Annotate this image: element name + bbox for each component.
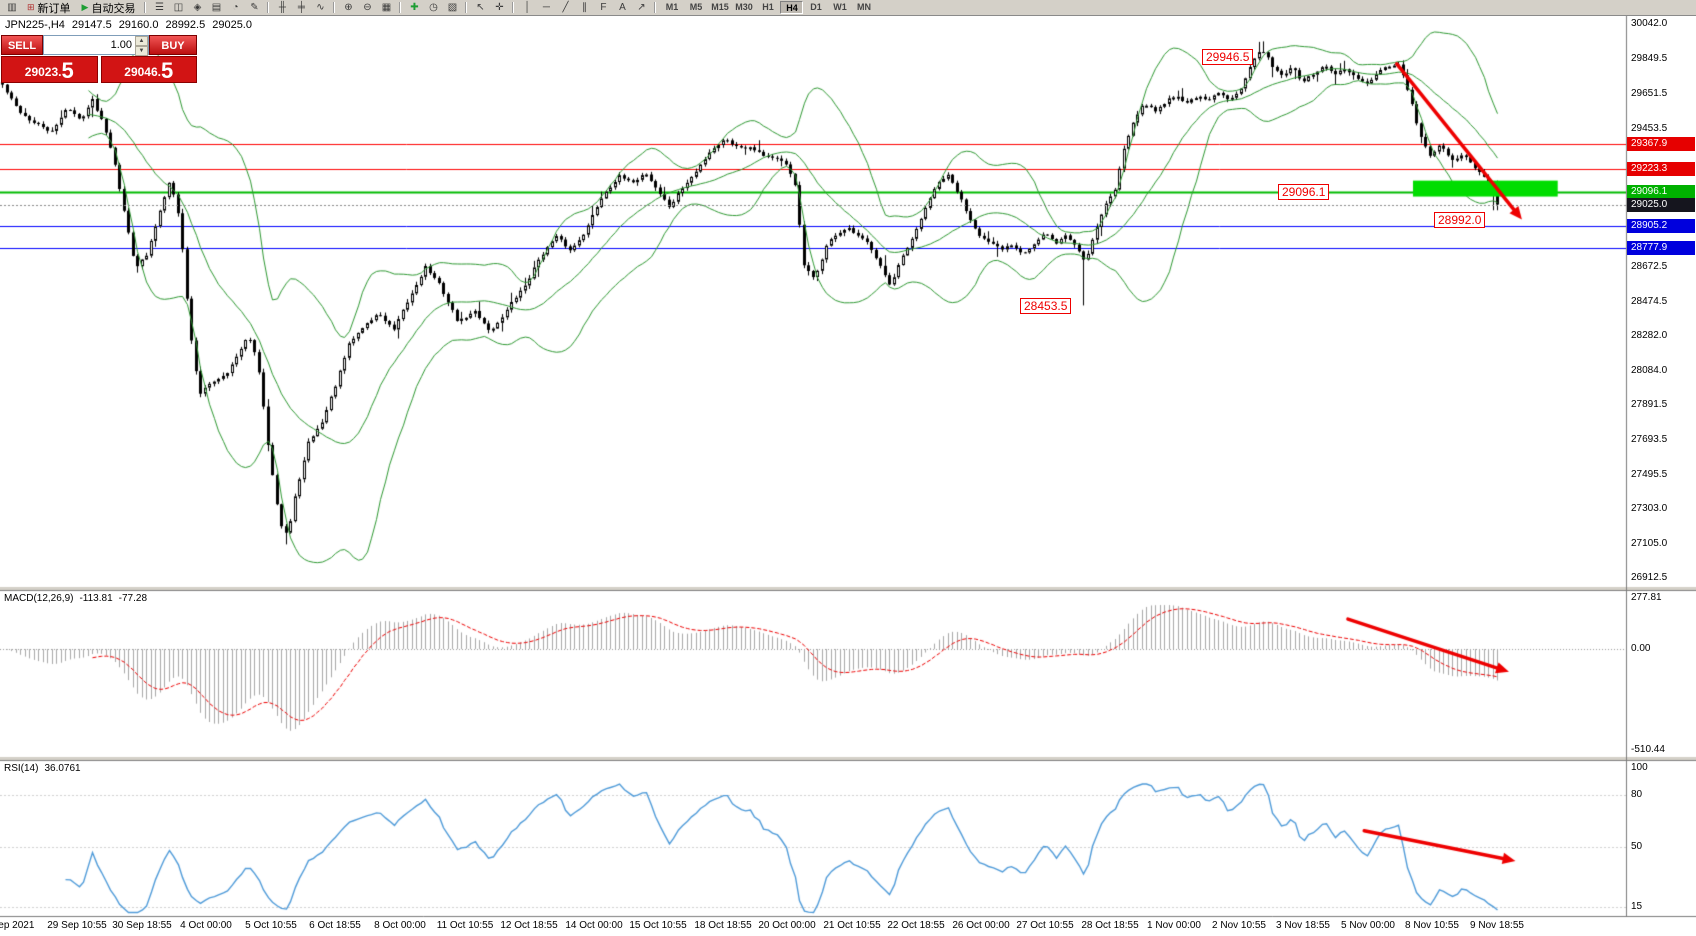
timeframe-w1[interactable]: W1 <box>833 2 847 12</box>
candlestick-chart-icon[interactable]: ╪ <box>297 2 306 13</box>
bar-chart-icon[interactable]: ╫ <box>278 2 287 13</box>
bid-price-box[interactable]: 29023. 5 <box>1 56 98 83</box>
arrows-tool-icon[interactable]: ↗ <box>637 2 646 13</box>
toolbar-separator <box>654 2 657 13</box>
toolbar-separator <box>399 2 402 13</box>
autotrade-button-label: 自动交易 <box>91 2 136 15</box>
volume-down-icon[interactable]: ▼ <box>135 46 148 56</box>
text-tool-icon[interactable]: A <box>619 2 626 13</box>
open-value: 29147.5 <box>71 19 112 31</box>
chart-ohlc-header: JPN225-,H4 29147.5 29160.0 28992.5 29025… <box>5 19 252 31</box>
horizontal-line-icon[interactable]: ─ <box>542 2 551 13</box>
autotrade-button[interactable]: ▶ 自动交易 <box>77 1 141 15</box>
rsi-value: 36.0761 <box>44 763 81 774</box>
toolbar-separator <box>267 2 270 13</box>
macd-signal-value: -77.28 <box>118 593 148 604</box>
macd-indicator-header: MACD(12,26,9) -113.81 -77.28 <box>4 593 147 604</box>
tile-windows-icon[interactable]: ▦ <box>381 2 392 13</box>
chart-region: JPN225-,H4 29147.5 29160.0 28992.5 29025… <box>0 16 1696 936</box>
rsi-name: RSI(14) <box>4 763 39 774</box>
volume-up-icon[interactable]: ▲ <box>135 36 148 46</box>
toolbar-separator <box>465 2 468 13</box>
fibonacci-icon[interactable]: F <box>600 2 607 13</box>
bid-price-big-digit: 5 <box>61 58 74 83</box>
symbol-timeframe-label: JPN225-,H4 <box>5 19 65 31</box>
strategy-tester-icon[interactable]: ◔ <box>232 2 239 13</box>
timeframe-mn[interactable]: MN <box>856 2 871 12</box>
timeframe-d1[interactable]: D1 <box>810 2 822 12</box>
new-order-icon: ⊞ <box>27 2 35 12</box>
new-order-button[interactable]: ⊞ 新订单 <box>22 1 76 15</box>
autotrade-icon: ▶ <box>81 2 89 12</box>
timeframe-h4[interactable]: H4 <box>780 1 804 14</box>
zoom-out-icon[interactable]: ⊖ <box>363 2 372 13</box>
ask-price-main: 29046. <box>124 65 161 79</box>
ask-price-box[interactable]: 29046. 5 <box>100 56 197 83</box>
low-value: 28992.5 <box>165 19 206 31</box>
timeframe-m1[interactable]: M1 <box>665 2 679 12</box>
equidistant-channel-icon[interactable]: ∥ <box>581 2 587 13</box>
new-chart-icon[interactable]: ▥ <box>7 2 17 13</box>
ask-price-big-digit: 5 <box>160 58 174 83</box>
chart-canvas[interactable] <box>0 16 1696 936</box>
timeframe-m15[interactable]: M15 <box>711 2 729 12</box>
main-toolbar: ▥ ⊞ 新订单 ▶ 自动交易 ☰ ◫ ◈ ▤ ◔ ✎ ╫ ╪ ∿ ⊕ ⊖ ▦ ✚ ◷ ▧ ↖ ✛ │ ─ ╱ ∥ F A ↗ M1 M5 M1… <box>0 0 1696 16</box>
metaeditor-icon[interactable]: ✎ <box>250 2 259 13</box>
indicators-add-icon[interactable]: ✚ <box>410 2 419 13</box>
terminal-icon[interactable]: ▤ <box>211 2 222 13</box>
periods-icon[interactable]: ◷ <box>429 2 438 13</box>
timeframe-m30[interactable]: M30 <box>735 2 753 12</box>
cursor-icon[interactable]: ↖ <box>476 2 485 13</box>
buy-button[interactable]: BUY <box>149 35 197 55</box>
line-chart-icon[interactable]: ∿ <box>316 2 325 13</box>
high-value: 29160.0 <box>118 19 159 31</box>
timeframe-h1[interactable]: H1 <box>762 2 774 12</box>
macd-name: MACD(12,26,9) <box>4 593 74 604</box>
toolbar-separator <box>512 2 515 13</box>
data-window-icon[interactable]: ◫ <box>173 2 184 13</box>
sell-button[interactable]: SELL <box>1 35 43 55</box>
one-click-trading-panel: SELL 1.00 ▲ ▼ BUY 29023. 5 29046. 5 <box>1 35 197 83</box>
new-order-button-label: 新订单 <box>37 2 71 15</box>
volume-stepper[interactable]: 1.00 ▲ ▼ <box>43 35 149 56</box>
toolbar-separator <box>333 2 336 13</box>
navigator-icon[interactable]: ◈ <box>193 2 202 13</box>
trendline-icon[interactable]: ╱ <box>562 2 569 13</box>
toolbar-separator <box>144 2 147 13</box>
vertical-line-icon[interactable]: │ <box>524 2 531 13</box>
zoom-in-icon[interactable]: ⊕ <box>344 2 353 13</box>
rsi-indicator-header: RSI(14) 36.0761 <box>4 763 81 774</box>
crosshair-icon[interactable]: ✛ <box>495 2 504 13</box>
timeframe-m5[interactable]: M5 <box>689 2 703 12</box>
close-value: 29025.0 <box>212 19 252 31</box>
market-watch-icon[interactable]: ☰ <box>154 2 164 13</box>
volume-value[interactable]: 1.00 <box>110 39 132 51</box>
macd-main-value: -113.81 <box>79 593 113 604</box>
templates-icon[interactable]: ▧ <box>447 2 458 13</box>
bid-price-main: 29023. <box>24 65 62 79</box>
